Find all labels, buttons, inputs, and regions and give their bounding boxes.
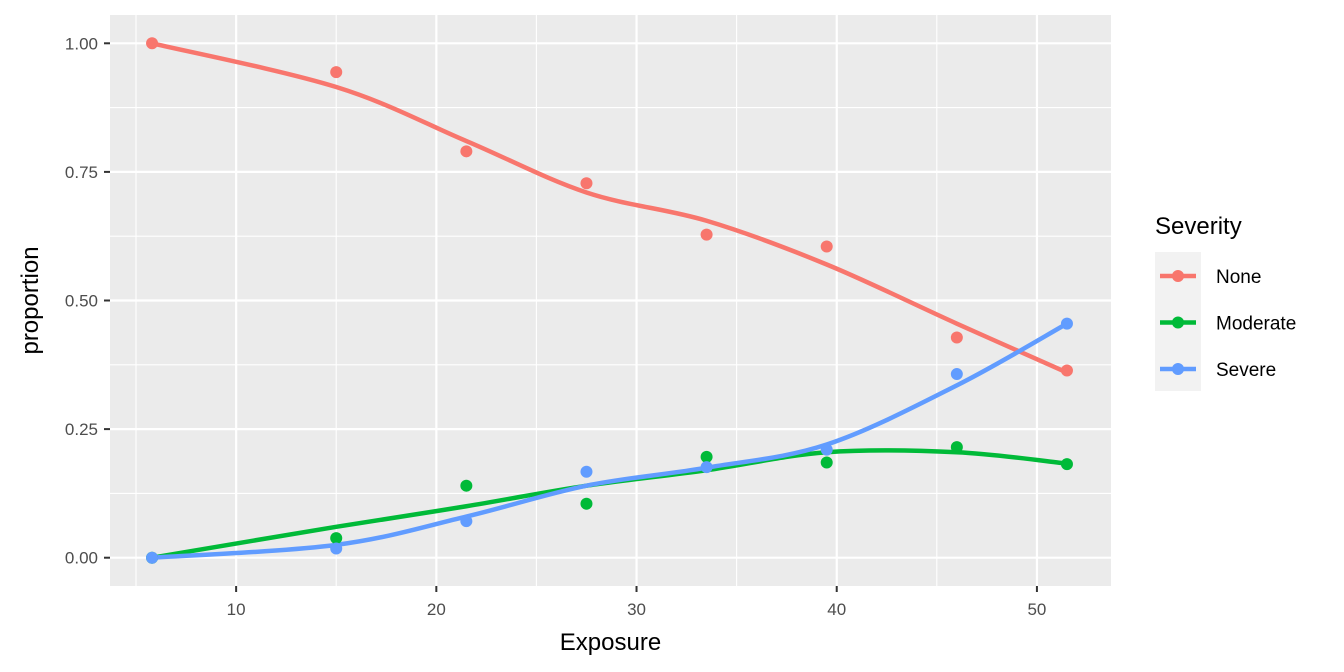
x-tick-label: 50 bbox=[1027, 600, 1046, 619]
data-point-none bbox=[580, 177, 593, 190]
data-point-moderate bbox=[330, 532, 343, 545]
data-point-severe bbox=[820, 443, 833, 456]
legend: Severity None Moderate Severe bbox=[1155, 213, 1296, 391]
legend-label-none: None bbox=[1216, 267, 1261, 288]
data-point-moderate bbox=[580, 497, 593, 510]
y-axis-title: proportion bbox=[17, 246, 44, 354]
data-point-none bbox=[1060, 364, 1073, 377]
x-tick-label: 30 bbox=[627, 600, 646, 619]
data-point-severe bbox=[330, 542, 343, 555]
data-point-severe bbox=[700, 461, 713, 474]
y-tick-label: 1.00 bbox=[65, 34, 98, 53]
data-point-none bbox=[146, 37, 159, 50]
x-axis-title: Exposure bbox=[560, 629, 661, 656]
data-point-severe bbox=[146, 551, 159, 564]
data-point-none bbox=[460, 145, 473, 158]
data-point-moderate bbox=[820, 456, 833, 469]
data-point-none bbox=[950, 331, 963, 344]
y-tick-label: 0.00 bbox=[65, 549, 98, 568]
data-point-severe bbox=[950, 368, 963, 381]
legend-label-moderate: Moderate bbox=[1216, 314, 1296, 335]
series-line-none bbox=[149, 41, 1070, 375]
y-tick-label: 0.25 bbox=[65, 420, 98, 439]
legend-key-point-none bbox=[1172, 270, 1184, 282]
legend-key-point-severe bbox=[1172, 363, 1184, 375]
data-point-none bbox=[330, 66, 343, 79]
y-tick-label: 0.75 bbox=[65, 163, 98, 182]
data-point-moderate bbox=[700, 450, 713, 463]
data-point-severe bbox=[580, 465, 593, 478]
data-point-none bbox=[820, 240, 833, 253]
x-tick-label: 10 bbox=[227, 600, 246, 619]
legend-title: Severity bbox=[1155, 213, 1242, 240]
x-tick-label: 40 bbox=[827, 600, 846, 619]
y-axis: 0.00 0.25 0.50 0.75 1.00 bbox=[65, 34, 110, 568]
data-point-none bbox=[700, 228, 713, 241]
data-point-moderate bbox=[1060, 458, 1073, 471]
series-points bbox=[146, 37, 1073, 564]
legend-key-point-moderate bbox=[1172, 316, 1184, 329]
data-point-severe bbox=[460, 515, 473, 528]
x-axis: 10 20 30 40 50 bbox=[227, 586, 1046, 619]
grid-major bbox=[110, 15, 1111, 586]
legend-items: None Moderate Severe bbox=[1160, 267, 1296, 381]
data-point-moderate bbox=[950, 441, 963, 454]
x-tick-label: 20 bbox=[427, 600, 446, 619]
legend-label-severe: Severe bbox=[1216, 360, 1276, 381]
y-tick-label: 0.50 bbox=[65, 292, 98, 311]
data-point-moderate bbox=[460, 479, 473, 492]
data-point-severe bbox=[1060, 317, 1073, 330]
